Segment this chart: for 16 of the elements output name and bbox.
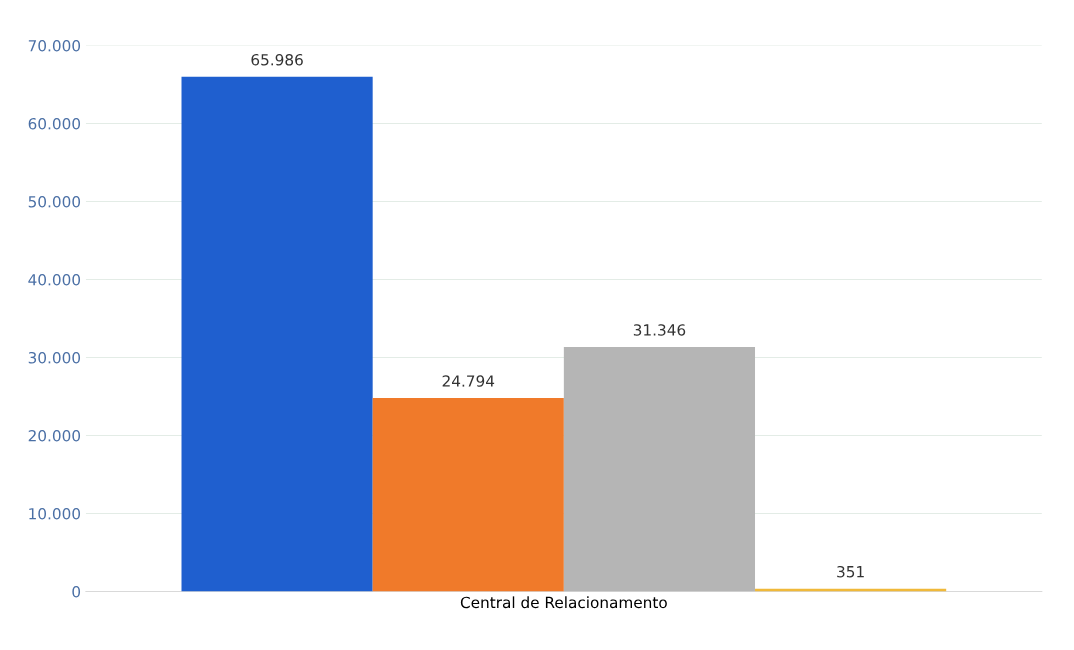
- bar: [181, 76, 373, 592]
- bar: [563, 347, 756, 592]
- data-label: 351: [837, 565, 864, 578]
- y-tick-label: 40.000: [28, 273, 81, 286]
- data-label: 24.794: [442, 375, 495, 387]
- y-tick-label: 20.000: [28, 429, 81, 442]
- x-tick-label: Central de Relacionamento: [460, 596, 667, 609]
- y-tick-label: 50.000: [28, 195, 81, 208]
- data-label: 31.346: [633, 324, 686, 336]
- y-tick-label: 30.000: [28, 351, 81, 364]
- bar: [372, 398, 564, 592]
- data-label: 65.986: [251, 53, 303, 66]
- y-tick-label: 0: [72, 585, 81, 598]
- y-tick-label: 10.000: [29, 507, 81, 520]
- y-tick-label: 60.000: [28, 117, 81, 130]
- y-tick-label: 70.000: [28, 39, 81, 52]
